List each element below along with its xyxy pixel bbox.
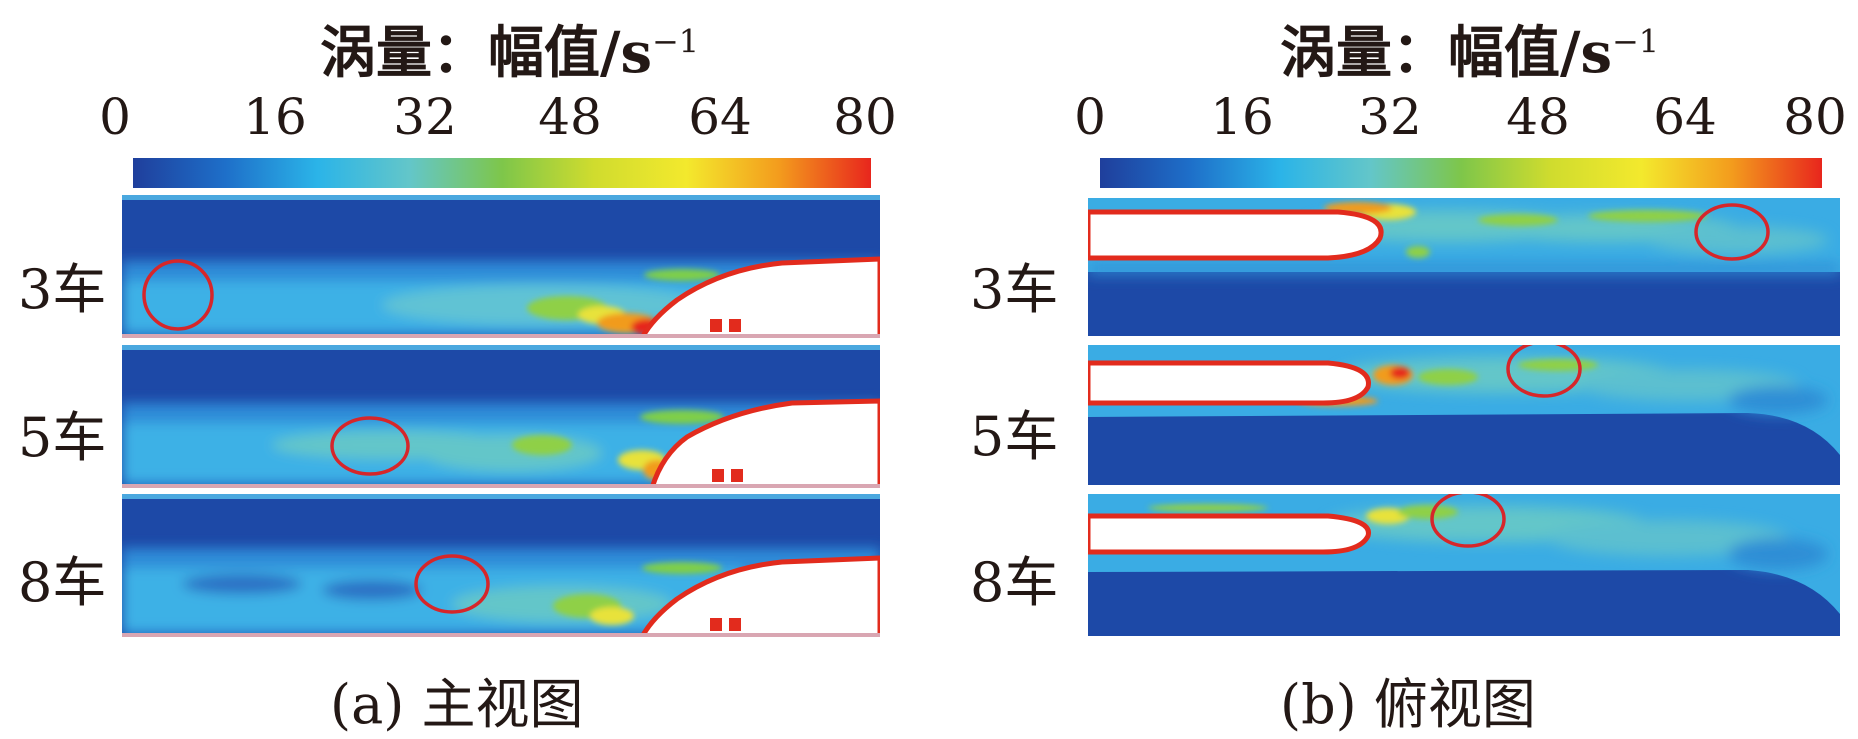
colorbar-tick-label: 0: [99, 88, 131, 146]
vortex-highlight-circle: [1694, 203, 1770, 261]
colorbar-tick-label: 48: [1506, 88, 1570, 146]
vorticity-field-top-car3: [1088, 198, 1840, 336]
colorbar-title: 涡量：幅值/s−1: [1280, 20, 1660, 86]
row-label-car3: 3车: [18, 258, 107, 321]
vortex-highlight-circle: [142, 259, 214, 331]
row-label-car3: 3车: [970, 258, 1059, 321]
vorticity-field-front-car3: [122, 195, 880, 338]
colorbar-tick-label: 0: [1074, 88, 1106, 146]
vorticity-field-top-car8: [1088, 494, 1840, 636]
vorticity-field-front-car5: [122, 345, 880, 488]
panel-front-view: 涡量：幅值/s−1 0 16 32 48 64 80 3车 5车 8车: [0, 0, 900, 736]
vortex-highlight-circle: [330, 416, 410, 476]
colorbar-tick-label: 16: [1210, 88, 1274, 146]
colorbar-tick-label: 64: [1653, 88, 1717, 146]
panel-top-view: 涡量：幅值/s−1 0 16 32 48 64 80 3车 5车 8车: [960, 0, 1858, 736]
colorbar-tick-label: 32: [1358, 88, 1422, 146]
vortex-highlight-circle: [1430, 494, 1506, 548]
colorbar-tick-label: 16: [243, 88, 307, 146]
colorbar-tick-label: 80: [1783, 88, 1847, 146]
row-label-car8: 8车: [18, 551, 107, 614]
vortex-highlight-circle: [414, 554, 490, 614]
row-label-car5: 5车: [970, 405, 1059, 468]
colorbar-tick-label: 80: [833, 88, 897, 146]
row-label-car8: 8车: [970, 551, 1059, 614]
vortex-highlight-circle: [1506, 345, 1582, 398]
colorbar-title: 涡量：幅值/s−1: [320, 20, 700, 86]
row-label-car5: 5车: [18, 406, 107, 469]
colorbar-tick-label: 64: [688, 88, 752, 146]
colorbar-tick-label: 48: [538, 88, 602, 146]
caption-front-view: (a) 主视图: [330, 673, 584, 736]
vorticity-field-top-car5: [1088, 345, 1840, 485]
colorbar: [1100, 158, 1822, 188]
colorbar-tick-label: 32: [393, 88, 457, 146]
colorbar: [133, 158, 871, 188]
caption-top-view: (b) 俯视图: [1280, 673, 1536, 736]
vorticity-field-front-car8: [122, 494, 880, 637]
